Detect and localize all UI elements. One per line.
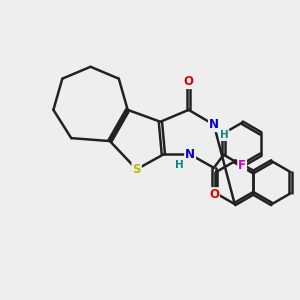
Text: N: N [209, 118, 219, 131]
Text: H: H [220, 130, 229, 140]
Text: H: H [175, 160, 184, 170]
Text: N: N [185, 148, 195, 161]
Text: O: O [184, 75, 194, 88]
Text: O: O [209, 188, 219, 201]
Text: F: F [238, 159, 246, 172]
Text: S: S [132, 163, 141, 176]
